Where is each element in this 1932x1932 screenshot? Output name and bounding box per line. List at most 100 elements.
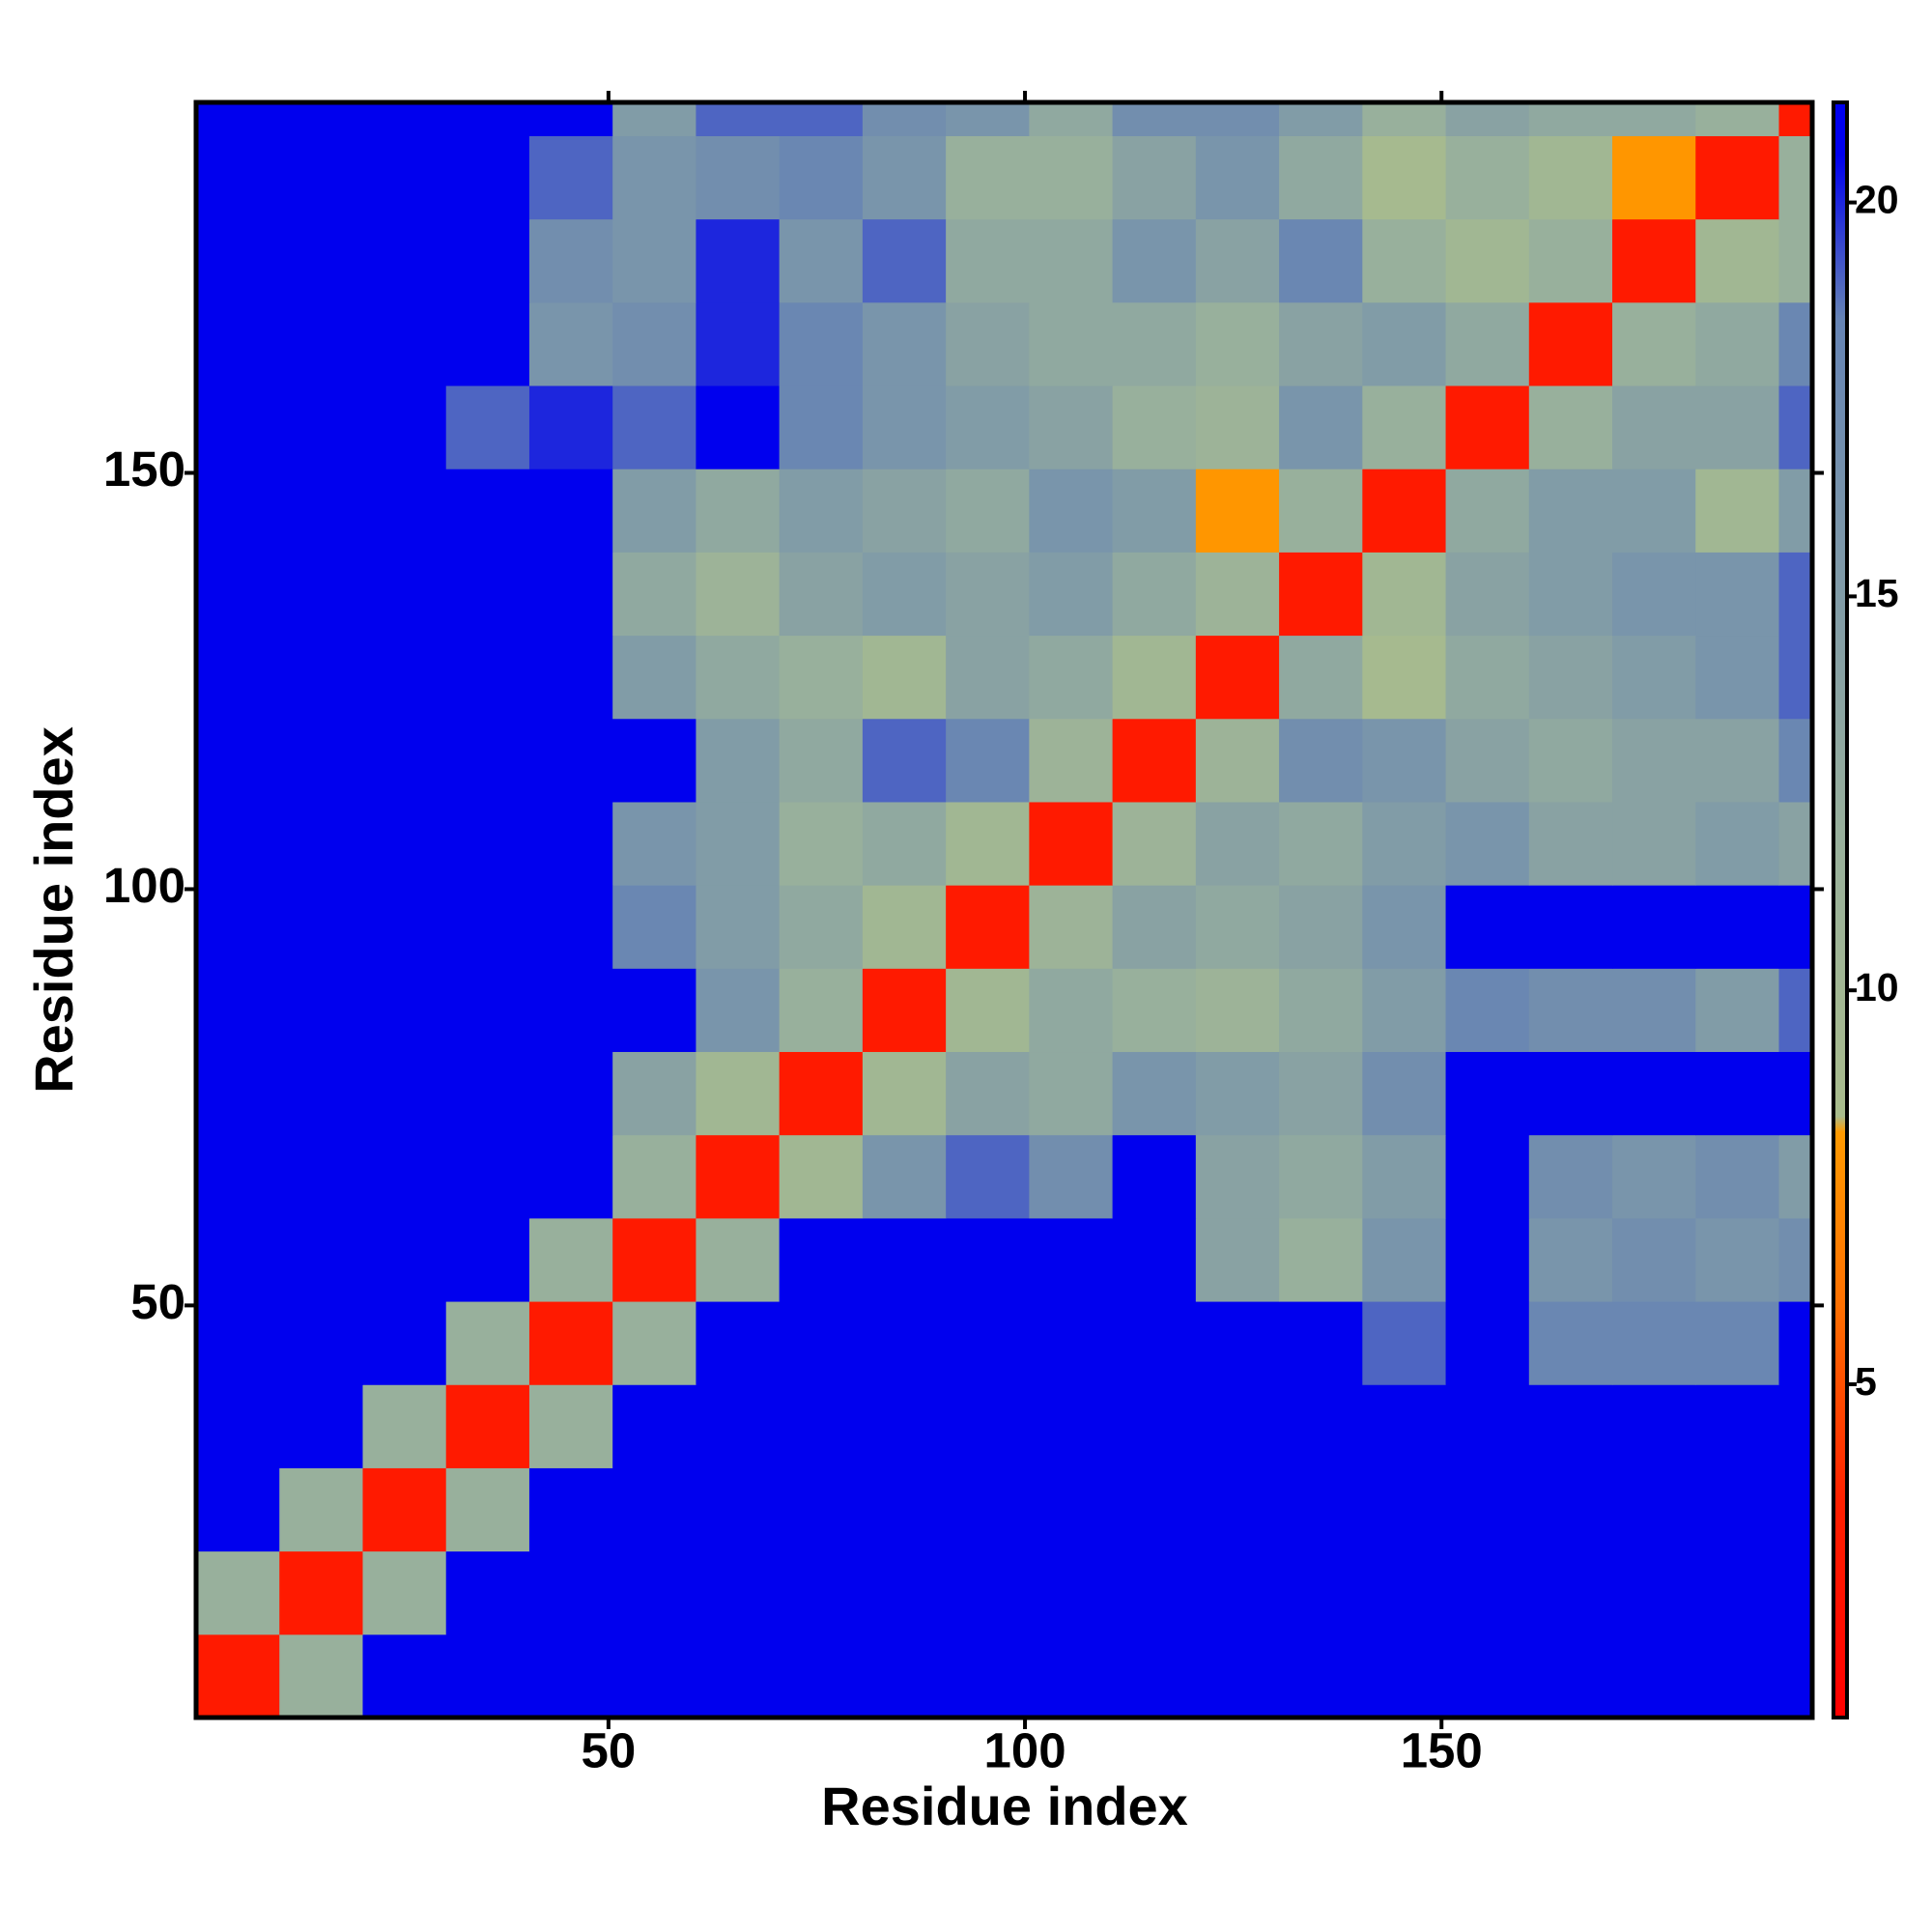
heatmap-cell	[696, 801, 781, 886]
heatmap-cell	[528, 301, 613, 386]
heatmap-cell	[1778, 801, 1813, 886]
heatmap-cell	[1612, 385, 1696, 469]
heatmap-cell	[779, 102, 864, 136]
heatmap-cell	[612, 635, 696, 720]
heatmap-cell	[1612, 1301, 1696, 1385]
heatmap-cell	[1695, 1467, 1780, 1552]
heatmap-cell	[1612, 218, 1696, 303]
heatmap-cell	[279, 968, 363, 1053]
heatmap-cell	[362, 301, 447, 386]
heatmap-cell	[696, 102, 781, 136]
heatmap-cell	[779, 1217, 864, 1302]
heatmap-cell	[1528, 718, 1613, 803]
heatmap-cell	[1029, 1550, 1114, 1635]
heatmap-cell	[862, 552, 947, 637]
x-axis-title: Residue index	[821, 1776, 1188, 1836]
heatmap-cell	[528, 1384, 613, 1468]
heatmap-cell	[862, 968, 947, 1053]
heatmap-cell	[696, 1217, 781, 1302]
heatmap-cell	[1279, 469, 1363, 553]
heatmap-cell	[445, 218, 530, 303]
heatmap-cell	[1112, 801, 1197, 886]
heatmap-cell	[612, 1550, 696, 1635]
heatmap-cell	[696, 1134, 781, 1219]
heatmap-cell	[1029, 1301, 1114, 1385]
heatmap-cell	[528, 801, 613, 886]
heatmap-cell	[196, 1550, 280, 1635]
heatmap-cell	[1528, 1384, 1613, 1468]
heatmap-cell	[1528, 1134, 1613, 1219]
heatmap-cell	[1612, 301, 1696, 386]
heatmap-cell	[1279, 385, 1363, 469]
heatmap-cell	[362, 718, 447, 803]
heatmap-cell	[1612, 1051, 1696, 1136]
heatmap-cell	[196, 968, 280, 1053]
heatmap-cell	[1362, 469, 1447, 553]
heatmap-cell	[1029, 1384, 1114, 1468]
heatmap-cell	[445, 1051, 530, 1136]
heatmap-cell	[362, 1051, 447, 1136]
heatmap-cell	[612, 469, 696, 553]
heatmap-cell	[362, 1217, 447, 1302]
heatmap-cell	[1528, 801, 1613, 886]
heatmap-cell	[779, 968, 864, 1053]
heatmap-cell	[862, 1467, 947, 1552]
heatmap-cell	[1778, 469, 1813, 553]
heatmap-cell	[362, 635, 447, 720]
heatmap-cell	[445, 102, 530, 136]
heatmap-cell	[362, 1550, 447, 1635]
heatmap-cell	[946, 718, 1030, 803]
heatmap-cell	[1195, 218, 1280, 303]
heatmap-cell	[1279, 1217, 1363, 1302]
heatmap-cell	[1778, 102, 1813, 136]
heatmap-cell	[445, 968, 530, 1053]
heatmap-cell	[1778, 1467, 1813, 1552]
heatmap-cell	[1279, 1384, 1363, 1468]
heatmap-cell	[779, 301, 864, 386]
heatmap-cell	[1778, 301, 1813, 386]
heatmap-cell	[612, 102, 696, 136]
heatmap-cell	[279, 301, 363, 386]
heatmap-cell	[1112, 968, 1197, 1053]
heatmap-cell	[946, 135, 1030, 220]
heatmap-cell	[696, 968, 781, 1053]
heatmap-cell	[279, 135, 363, 220]
heatmap-cell	[1195, 635, 1280, 720]
heatmap-cell	[528, 469, 613, 553]
heatmap-cell	[528, 135, 613, 220]
heatmap-cell	[1279, 718, 1363, 803]
heatmap-cell	[1362, 1217, 1447, 1302]
y-axis-title: Residue index	[23, 726, 84, 1094]
heatmap-cell	[862, 102, 947, 136]
heatmap-cell	[946, 1634, 1030, 1719]
heatmap-cell	[528, 385, 613, 469]
heatmap-cell	[362, 1384, 447, 1468]
heatmap-cell	[862, 469, 947, 553]
heatmap-cell	[196, 1384, 280, 1468]
heatmap-cell	[528, 1634, 613, 1719]
heatmap-cell	[528, 1217, 613, 1302]
heatmap-cell	[779, 552, 864, 637]
heatmap-cell	[1362, 218, 1447, 303]
heatmap-cell	[1695, 552, 1780, 637]
heatmap-cell	[1112, 469, 1197, 553]
heatmap-cell	[1612, 1467, 1696, 1552]
colorbar	[1832, 100, 1849, 1719]
heatmap-cell	[1695, 301, 1780, 386]
heatmap-cell	[196, 102, 280, 136]
heatmap-cell	[862, 801, 947, 886]
heatmap-cell	[1279, 1550, 1363, 1635]
heatmap-cell	[946, 885, 1030, 969]
heatmap-cell	[1112, 1051, 1197, 1136]
heatmap-cell	[1195, 968, 1280, 1053]
heatmap-cell	[1612, 469, 1696, 553]
heatmap-cell	[696, 1301, 781, 1385]
heatmap-cell	[696, 552, 781, 637]
heatmap-cell	[196, 1467, 280, 1552]
heatmap-cell	[1362, 385, 1447, 469]
heatmap-cell	[196, 1217, 280, 1302]
heatmap-cell	[862, 1634, 947, 1719]
heatmap-cell	[1029, 1051, 1114, 1136]
heatmap-cell	[612, 1384, 696, 1468]
heatmap-cell	[1445, 968, 1530, 1053]
